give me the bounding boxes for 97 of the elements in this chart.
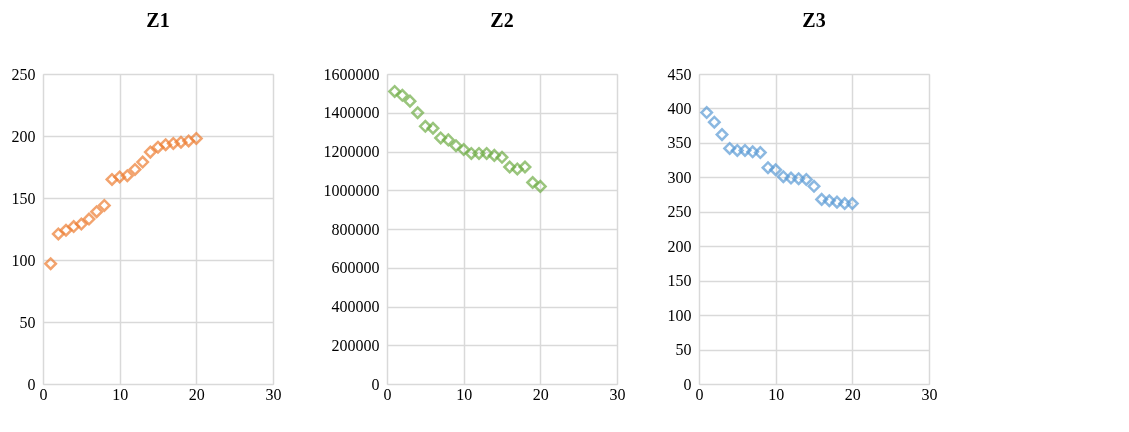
y-tick-label: 150 — [667, 272, 692, 290]
y-tick-label: 400 — [667, 99, 692, 117]
point — [792, 172, 806, 186]
x-tick-label: 10 — [456, 385, 473, 403]
x-tick-label: 30 — [609, 385, 626, 403]
x-tick-label: 10 — [112, 385, 129, 403]
point — [403, 94, 417, 108]
point — [533, 179, 547, 193]
point — [426, 121, 440, 135]
point — [388, 84, 402, 98]
point — [503, 160, 517, 174]
point — [441, 133, 455, 147]
point — [518, 160, 532, 174]
point — [166, 136, 180, 150]
point — [151, 140, 165, 154]
y-tick-label: 100 — [667, 306, 692, 324]
point — [97, 198, 111, 212]
point — [67, 220, 81, 234]
point — [707, 115, 721, 129]
point — [120, 169, 134, 183]
x-tick-label: 20 — [188, 385, 205, 403]
point — [700, 106, 714, 120]
y-tick-label: 200 — [11, 127, 36, 145]
point — [159, 138, 173, 152]
chart-title: Z1 — [146, 9, 170, 31]
y-tick-label: 600000 — [331, 259, 380, 277]
y-tick-label: 200 — [667, 237, 692, 255]
point — [815, 192, 829, 206]
point — [730, 143, 744, 157]
point — [776, 170, 790, 184]
point — [90, 205, 104, 219]
y-tick-label: 100 — [11, 251, 36, 269]
point — [189, 131, 203, 145]
point — [799, 172, 813, 186]
y-tick-label: 1400000 — [323, 104, 380, 122]
y-tick-label: 450 — [667, 65, 692, 83]
y-tick-label: 800000 — [331, 220, 380, 238]
point — [715, 128, 729, 142]
point — [44, 257, 58, 271]
y-tick-label: 250 — [667, 203, 692, 221]
y-tick-label: 50 — [675, 341, 692, 359]
y-tick-label: 50 — [19, 313, 36, 331]
y-tick-label: 300 — [667, 168, 692, 186]
point — [746, 145, 760, 159]
y-tick-label: 1200000 — [323, 143, 380, 160]
point — [143, 145, 157, 159]
point — [472, 146, 486, 160]
point — [487, 148, 501, 162]
point — [449, 139, 463, 153]
point — [128, 162, 142, 176]
point — [495, 150, 509, 164]
point — [526, 176, 540, 189]
point — [457, 143, 471, 157]
x-tick-label: 10 — [768, 385, 785, 403]
x-tick-label: 20 — [844, 385, 861, 403]
x-tick-label: 20 — [532, 385, 549, 403]
chart-title: Z2 — [490, 9, 514, 31]
point — [464, 146, 478, 160]
point — [738, 143, 752, 157]
y-tick-label: 350 — [667, 134, 692, 152]
point — [174, 135, 188, 149]
x-tick-label: 0 — [695, 385, 704, 403]
point — [113, 170, 127, 184]
point — [51, 227, 65, 241]
point — [59, 223, 73, 237]
point — [418, 119, 432, 133]
point — [434, 131, 448, 145]
y-tick-label: 200000 — [331, 336, 380, 354]
point — [510, 162, 524, 176]
point — [182, 134, 196, 148]
y-tick-label: 400000 — [331, 298, 380, 315]
y-tick-label: 150 — [11, 189, 36, 207]
point — [761, 161, 775, 175]
point — [411, 106, 425, 120]
point — [822, 194, 836, 208]
point — [480, 146, 494, 160]
point — [830, 195, 844, 209]
point — [845, 197, 859, 211]
point — [74, 217, 88, 231]
point — [807, 179, 821, 193]
y-tick-label: 1600000 — [323, 65, 380, 83]
point — [105, 172, 119, 186]
point — [723, 141, 737, 155]
point — [784, 171, 798, 185]
y-tick-label: 1000000 — [323, 181, 380, 199]
x-tick-label: 30 — [265, 385, 282, 403]
x-tick-label: 0 — [383, 385, 392, 403]
point — [769, 163, 783, 177]
point — [136, 155, 150, 169]
chart-title: Z3 — [802, 9, 826, 31]
point — [395, 88, 409, 102]
point — [82, 212, 96, 226]
x-tick-label: 0 — [39, 385, 48, 403]
y-tick-label: 250 — [11, 65, 36, 83]
point — [753, 146, 767, 160]
point — [838, 197, 852, 211]
x-tick-label: 30 — [921, 385, 938, 403]
